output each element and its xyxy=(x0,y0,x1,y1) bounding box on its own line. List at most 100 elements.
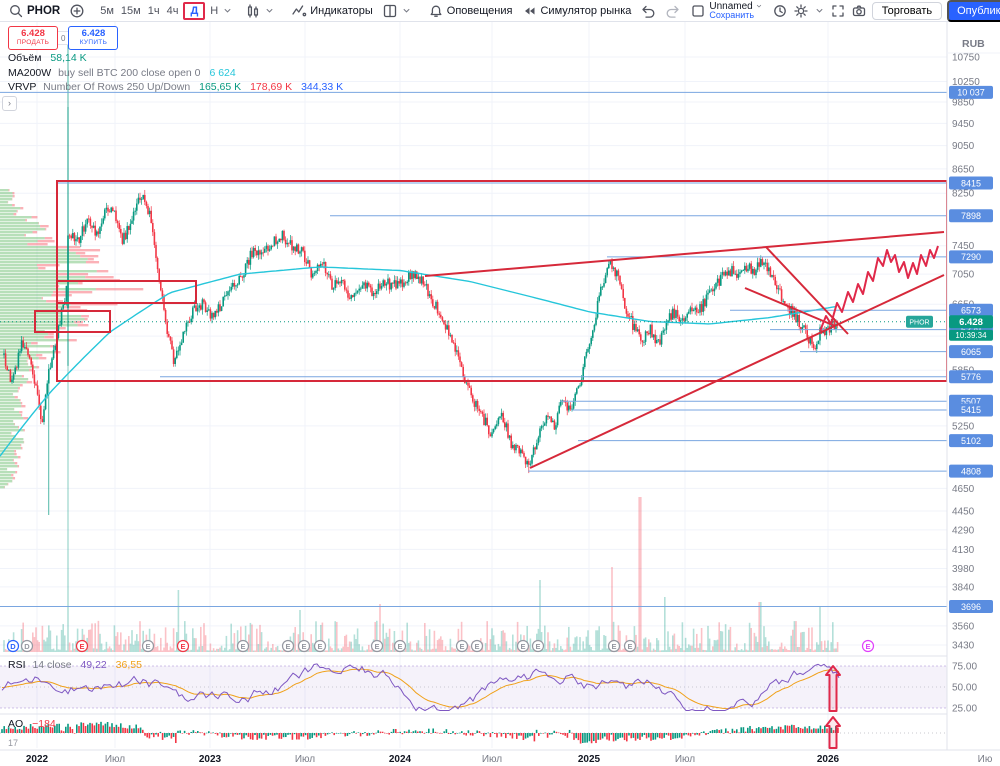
chevron-down-icon[interactable] xyxy=(222,5,233,16)
svg-text:Ию: Ию xyxy=(978,754,993,765)
svg-text:6573: 6573 xyxy=(961,305,981,315)
sell-button[interactable]: 6.428 ПРОДАТЬ xyxy=(8,26,58,50)
ao-pane xyxy=(0,721,947,744)
buy-sell-widget: 6.428 ПРОДАТЬ 0 6.428 КУПИТЬ xyxy=(8,26,119,50)
svg-text:E: E xyxy=(285,642,290,651)
ao-legend[interactable]: AO −184 xyxy=(8,718,56,730)
svg-text:8250: 8250 xyxy=(952,189,975,200)
svg-text:4450: 4450 xyxy=(952,506,975,517)
undo-icon xyxy=(642,5,655,18)
save-link[interactable]: Сохранить xyxy=(709,9,755,20)
fullscreen-icon[interactable] xyxy=(830,3,846,19)
buy-button[interactable]: 6.428 КУПИТЬ xyxy=(68,26,119,50)
drawing-panel-expand-button[interactable]: › xyxy=(2,96,17,111)
buy-label: КУПИТЬ xyxy=(79,39,108,46)
buy-price: 6.428 xyxy=(81,28,106,39)
plus-circle-icon xyxy=(70,4,84,17)
svg-text:10:39:34: 10:39:34 xyxy=(955,331,987,340)
svg-text:6065: 6065 xyxy=(961,347,981,357)
ao-value: −184 xyxy=(32,718,56,730)
rsi-pane xyxy=(0,663,947,712)
legend-row-volume[interactable]: Объём 58,14 K xyxy=(8,51,343,66)
svg-text:Июл: Июл xyxy=(675,754,695,765)
timeframe-week[interactable]: Н xyxy=(210,4,219,17)
undo-button[interactable] xyxy=(636,2,660,20)
price-levels xyxy=(0,91,947,608)
ma-legend-params: buy sell BTC 200 close open 0 xyxy=(58,66,201,79)
publish-button[interactable]: Опублик xyxy=(947,0,1000,22)
layout-name[interactable]: Unnamed xyxy=(709,0,753,12)
svg-text:Июл: Июл xyxy=(295,754,315,765)
svg-text:10750: 10750 xyxy=(952,53,980,64)
vrvp-down-value: 178,69 K xyxy=(250,81,293,93)
svg-text:7290: 7290 xyxy=(961,252,981,262)
grid xyxy=(0,22,986,748)
chart-type-button[interactable] xyxy=(241,2,279,20)
indicators-icon xyxy=(292,4,307,16)
sell-label: ПРОДАТЬ xyxy=(16,39,50,46)
svg-text:3840: 3840 xyxy=(952,582,975,593)
svg-text:D: D xyxy=(24,642,30,651)
svg-text:5776: 5776 xyxy=(961,372,981,382)
vrvp-total-value: 344,33 K xyxy=(301,81,344,93)
svg-text:E: E xyxy=(865,642,870,651)
redo-button[interactable] xyxy=(661,2,685,20)
volume-bars xyxy=(3,107,839,652)
layout-square-icon xyxy=(692,4,705,17)
svg-text:9850: 9850 xyxy=(952,98,975,109)
ao-title: AO xyxy=(8,718,24,730)
candlestick-icon xyxy=(248,3,259,18)
svg-text:3696: 3696 xyxy=(961,602,981,612)
chevron-down-icon xyxy=(266,8,273,13)
timeframe-4h[interactable]: 4ч xyxy=(166,4,179,17)
layout-grid-icon xyxy=(383,4,396,17)
camera-icon[interactable] xyxy=(851,3,867,19)
svg-text:5250: 5250 xyxy=(952,421,975,432)
indicators-button[interactable]: Индикаторы xyxy=(287,2,377,20)
compare-add-button[interactable] xyxy=(65,2,89,20)
rsi-legend[interactable]: RSI 14 close 49,22 36,55 xyxy=(8,659,142,671)
svg-text:E: E xyxy=(397,642,402,651)
svg-text:PHOR: PHOR xyxy=(909,320,929,327)
save-layout-button[interactable]: Unnamed Сохранить xyxy=(686,1,766,21)
ma-legend-title: MA200W xyxy=(8,66,52,79)
symbol-search-button[interactable]: PHOR xyxy=(4,2,64,20)
active-timeframe-annotation: Д xyxy=(183,1,206,20)
volume-legend-value: 58,14 K xyxy=(50,52,87,64)
rsi-params: 14 close xyxy=(32,659,72,671)
svg-text:8415: 8415 xyxy=(961,178,981,188)
svg-text:75.00: 75.00 xyxy=(952,662,977,673)
svg-text:E: E xyxy=(535,642,540,651)
svg-text:5507: 5507 xyxy=(961,396,981,406)
legend-row-vrvp[interactable]: VRVP Number Of Rows 250 Up/Down 165,65 K… xyxy=(8,80,343,95)
gear-icon[interactable] xyxy=(793,3,809,19)
svg-text:3430: 3430 xyxy=(952,641,975,652)
chevron-down-icon[interactable] xyxy=(814,5,825,16)
replay-button[interactable]: Симулятор рынка xyxy=(517,2,635,20)
clock-icon[interactable] xyxy=(772,3,788,19)
timeframe-15m[interactable]: 15м xyxy=(120,4,141,17)
layout-templates-button[interactable] xyxy=(378,2,416,20)
search-icon xyxy=(10,4,23,17)
timeframe-1h[interactable]: 1ч xyxy=(147,4,160,17)
timeframe-day[interactable]: Д xyxy=(190,4,199,17)
svg-text:D: D xyxy=(10,642,16,651)
vrvp-legend-title: VRVP xyxy=(8,81,37,93)
svg-text:5102: 5102 xyxy=(961,436,981,446)
symbol-name: PHOR xyxy=(27,4,61,17)
svg-text:E: E xyxy=(611,642,616,651)
volume-profile xyxy=(0,189,144,489)
timeframe-5m[interactable]: 5м xyxy=(100,4,114,17)
svg-text:10250: 10250 xyxy=(952,77,980,88)
redo-icon xyxy=(666,5,680,18)
legend-row-ma[interactable]: MA200W buy sell BTC 200 close open 0 6 6… xyxy=(8,66,343,81)
svg-text:2023: 2023 xyxy=(199,754,222,765)
svg-text:E: E xyxy=(474,642,479,651)
alerts-button[interactable]: Оповещения xyxy=(424,2,517,20)
svg-text:Июл: Июл xyxy=(105,754,125,765)
trade-button[interactable]: Торговать xyxy=(871,1,943,20)
sell-price: 6.428 xyxy=(21,28,45,39)
